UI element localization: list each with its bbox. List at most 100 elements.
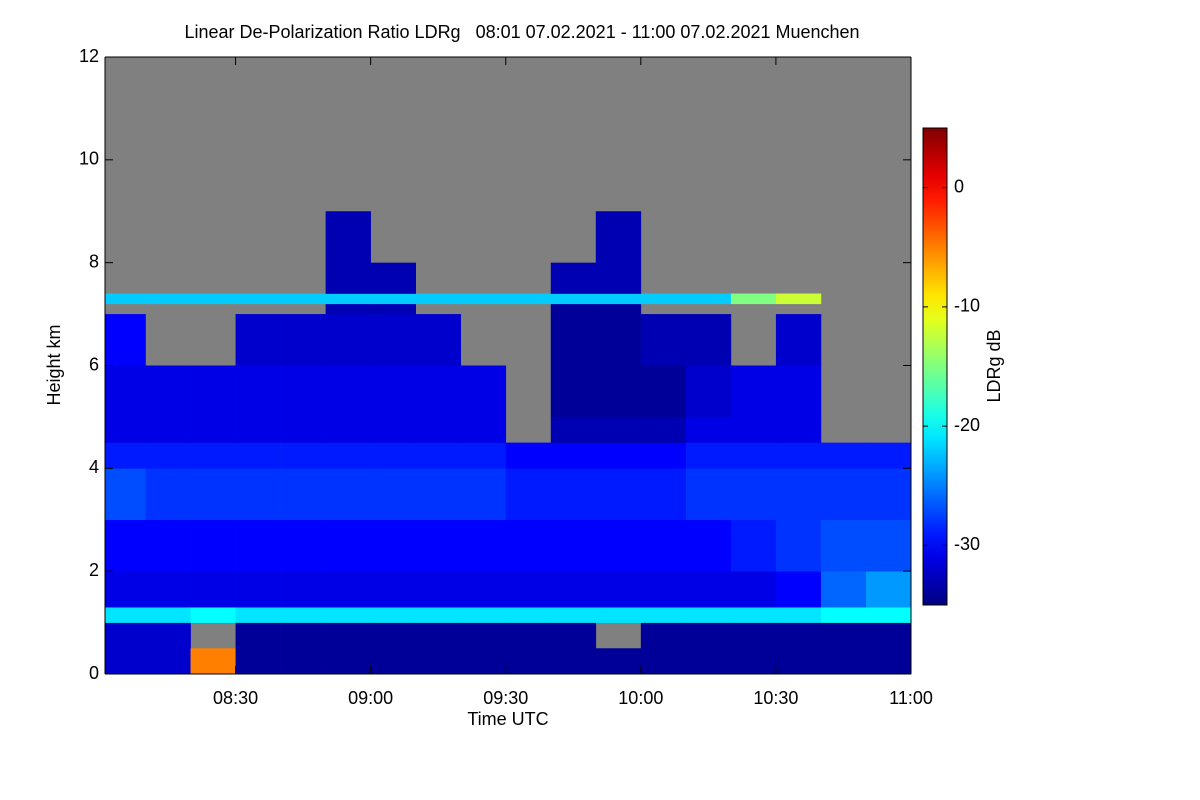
- y-axis-label: Height km: [44, 324, 64, 405]
- x-tick-label: 09:30: [483, 688, 528, 708]
- heatmap-cell: [775, 468, 822, 521]
- heatmap-cell: [325, 571, 371, 608]
- heatmap-cell: [280, 571, 326, 608]
- heatmap-cell: [460, 607, 507, 623]
- heatmap-cell: [775, 571, 822, 608]
- heatmap-cell: [325, 303, 371, 315]
- colorbar: [922, 127, 948, 606]
- heatmap-cell: [370, 622, 416, 649]
- heatmap-cell: [685, 416, 732, 443]
- heatmap-cell: [415, 365, 462, 418]
- heatmap-cell: [640, 622, 687, 649]
- heatmap-cell: [730, 571, 777, 608]
- heatmap-cell: [145, 519, 191, 572]
- heatmap-cell: [775, 607, 822, 623]
- heatmap-cell: [235, 365, 281, 418]
- x-tick-label: 09:00: [348, 688, 393, 708]
- heatmap-cell: [550, 365, 597, 418]
- heatmap-cell: [595, 442, 642, 469]
- heatmap-cell: [415, 622, 462, 649]
- heatmap-cell: [685, 468, 732, 521]
- heatmap-cell: [145, 365, 191, 418]
- heatmap-cell: [105, 648, 146, 675]
- heatmap-cell: [685, 571, 732, 608]
- heatmap-cell: [730, 365, 777, 418]
- heatmap-cell: [775, 365, 822, 418]
- heatmap-cell: [595, 293, 642, 305]
- heatmap-cell: [730, 468, 777, 521]
- heatmap-cell: [505, 607, 552, 623]
- heatmap-cell: [280, 648, 326, 675]
- heatmap-cell: [640, 442, 687, 469]
- heatmap-cell: [550, 468, 597, 521]
- heatmap-cell: [640, 468, 687, 521]
- heatmap-cell: [505, 571, 552, 608]
- heatmap-cell: [415, 648, 462, 675]
- heatmap-cell: [325, 622, 371, 649]
- heatmap-cell: [235, 607, 281, 623]
- heatmap-cell: [105, 442, 146, 469]
- heatmap-cell: [325, 519, 371, 572]
- heatmap-cell: [685, 622, 732, 649]
- heatmap-cell: [775, 622, 822, 649]
- heatmap-cell: [145, 607, 191, 623]
- heatmap-cell: [370, 262, 416, 294]
- heatmap-cell: [105, 519, 146, 572]
- heatmap-cell: [370, 416, 416, 443]
- heatmap-cell: [460, 648, 507, 675]
- heatmap-cell: [550, 571, 597, 608]
- heatmap-cell: [325, 365, 371, 418]
- heatmap-cell: [105, 622, 146, 649]
- y-tick-label: 12: [79, 46, 99, 66]
- heatmap-cell: [685, 607, 732, 623]
- heatmap-cell: [325, 293, 371, 305]
- heatmap-cell: [325, 607, 371, 623]
- heatmap-cell: [460, 442, 507, 469]
- heatmap-cell: [370, 571, 416, 608]
- heatmap-cell: [145, 648, 191, 675]
- heatmap-cell: [865, 519, 912, 572]
- heatmap-cell: [550, 442, 597, 469]
- heatmap-cell: [595, 211, 642, 263]
- heatmap-cell: [325, 648, 371, 675]
- heatmap-cell: [640, 293, 687, 305]
- heatmap-cell: [235, 468, 281, 521]
- heatmap-cell: [775, 416, 822, 443]
- heatmap-cell: [105, 607, 146, 623]
- heatmap-cell: [235, 314, 281, 366]
- heatmap-cell: [865, 442, 912, 469]
- heatmap-cell: [865, 571, 912, 608]
- y-tick-label: 10: [79, 149, 99, 169]
- heatmap-cell: [595, 468, 642, 521]
- heatmap-cell: [415, 571, 462, 608]
- heatmap-cell: [105, 293, 146, 305]
- heatmap-cell: [595, 519, 642, 572]
- heatmap-cell: [505, 648, 552, 675]
- heatmap-cell: [415, 293, 462, 305]
- colorbar-tick-label: -30: [954, 534, 980, 554]
- heatmap-cell: [505, 442, 552, 469]
- chart-title: Linear De-Polarization Ratio LDRg 08:01 …: [184, 22, 859, 42]
- heatmap-cell: [145, 571, 191, 608]
- heatmap-cell: [640, 365, 687, 418]
- heatmap-cell: [595, 416, 642, 443]
- y-tick-label: 4: [89, 457, 99, 477]
- heatmap-cell: [685, 442, 732, 469]
- heatmap-cell: [685, 519, 732, 572]
- heatmap-cell: [595, 303, 642, 315]
- heatmap-cell: [190, 519, 236, 572]
- heatmap-cell: [550, 648, 597, 675]
- heatmap-cell: [280, 607, 326, 623]
- heatmap-cell: [865, 622, 912, 649]
- y-tick-label: 6: [89, 354, 99, 374]
- x-tick-label: 11:00: [889, 688, 933, 708]
- heatmap-cell: [105, 571, 146, 608]
- heatmap-cell: [820, 648, 867, 675]
- heatmap-cell: [325, 262, 371, 294]
- heatmap-cell: [280, 442, 326, 469]
- heatmap-cell: [550, 519, 597, 572]
- heatmap-cell: [370, 303, 416, 315]
- heatmap-cell: [325, 211, 371, 263]
- heatmap-cell: [280, 365, 326, 418]
